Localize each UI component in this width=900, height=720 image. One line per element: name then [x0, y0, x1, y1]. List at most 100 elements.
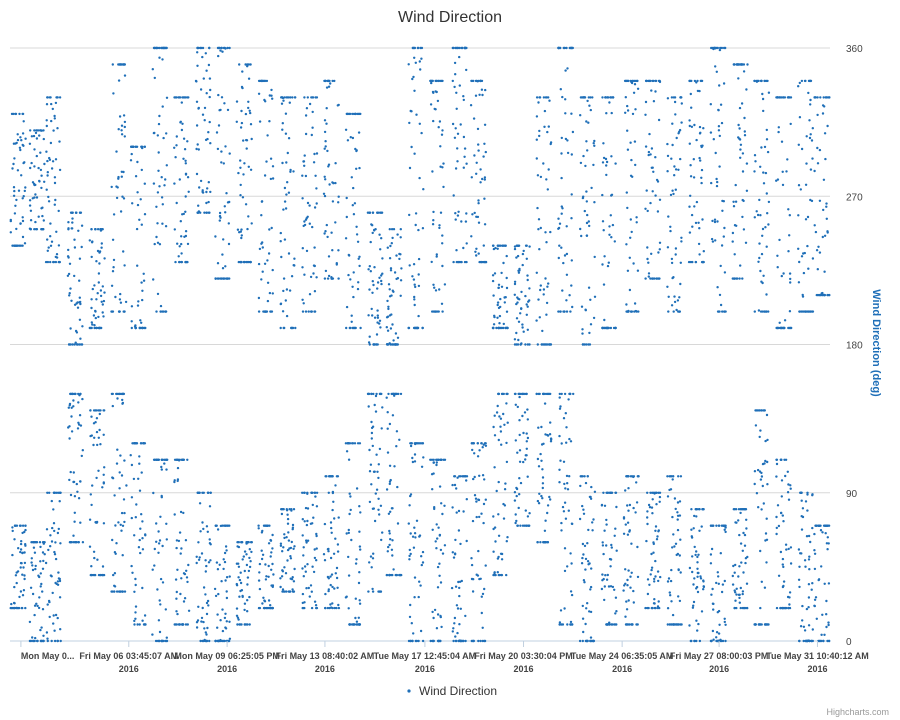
data-point[interactable] [562, 261, 565, 265]
data-point[interactable] [410, 110, 413, 113]
data-point[interactable] [455, 511, 458, 514]
data-point[interactable] [741, 590, 745, 593]
data-point[interactable] [804, 500, 808, 503]
data-point[interactable] [12, 186, 16, 189]
data-point[interactable] [569, 440, 573, 443]
data-point[interactable] [717, 310, 720, 313]
data-point[interactable] [358, 571, 361, 574]
data-point[interactable] [315, 547, 318, 550]
data-point[interactable] [45, 103, 49, 106]
data-point[interactable] [666, 285, 669, 288]
data-point[interactable] [250, 137, 253, 141]
data-point[interactable] [455, 107, 458, 111]
data-point[interactable] [120, 133, 124, 136]
data-point[interactable] [301, 567, 304, 570]
data-point[interactable] [803, 559, 807, 562]
data-point[interactable] [53, 114, 56, 118]
data-point[interactable] [173, 182, 176, 185]
data-point[interactable] [279, 302, 283, 305]
data-point[interactable] [408, 615, 412, 619]
data-point[interactable] [78, 414, 82, 417]
data-point[interactable] [260, 278, 263, 281]
data-point[interactable] [455, 639, 458, 643]
data-point[interactable] [97, 281, 101, 284]
data-point[interactable] [525, 454, 528, 457]
data-point[interactable] [690, 528, 693, 531]
data-point[interactable] [412, 632, 415, 635]
data-point[interactable] [528, 287, 531, 290]
data-point[interactable] [647, 153, 650, 157]
data-point[interactable] [214, 524, 218, 527]
data-point[interactable] [671, 478, 674, 481]
data-point[interactable] [650, 566, 654, 569]
data-point[interactable] [544, 433, 547, 436]
data-point[interactable] [693, 639, 697, 643]
data-point[interactable] [610, 623, 613, 626]
data-point[interactable] [629, 218, 632, 221]
data-point[interactable] [52, 622, 55, 625]
data-point[interactable] [29, 209, 33, 212]
data-point[interactable] [712, 608, 715, 611]
data-point[interactable] [113, 590, 116, 593]
data-point[interactable] [433, 507, 436, 511]
data-point[interactable] [46, 174, 49, 177]
data-point[interactable] [787, 96, 791, 99]
data-point[interactable] [723, 271, 727, 274]
data-point[interactable] [460, 260, 463, 264]
data-point[interactable] [813, 532, 816, 536]
data-point[interactable] [165, 538, 168, 541]
data-point[interactable] [216, 568, 220, 571]
data-point[interactable] [97, 315, 100, 319]
data-point[interactable] [493, 414, 496, 417]
data-point[interactable] [110, 185, 113, 189]
data-point[interactable] [389, 327, 393, 330]
data-point[interactable] [654, 90, 657, 93]
data-point[interactable] [458, 55, 461, 59]
data-point[interactable] [416, 46, 420, 50]
data-point[interactable] [248, 595, 251, 599]
data-point[interactable] [228, 620, 231, 623]
data-point[interactable] [311, 225, 314, 229]
data-point[interactable] [480, 88, 484, 91]
data-point[interactable] [820, 633, 823, 636]
data-point[interactable] [54, 557, 58, 561]
data-point[interactable] [76, 490, 79, 493]
data-point[interactable] [117, 590, 121, 593]
data-point[interactable] [655, 503, 658, 506]
data-point[interactable] [282, 508, 285, 511]
data-point[interactable] [381, 531, 384, 534]
data-point[interactable] [46, 603, 49, 606]
data-point[interactable] [389, 538, 392, 541]
data-point[interactable] [717, 125, 721, 128]
data-point[interactable] [412, 263, 416, 266]
data-point[interactable] [417, 314, 420, 318]
data-point[interactable] [797, 85, 800, 88]
data-point[interactable] [802, 271, 806, 275]
data-point[interactable] [454, 538, 457, 542]
data-point[interactable] [721, 310, 724, 313]
data-point[interactable] [185, 569, 188, 572]
data-point[interactable] [35, 196, 39, 199]
data-point[interactable] [327, 165, 330, 168]
data-point[interactable] [328, 606, 331, 610]
data-point[interactable] [372, 283, 375, 287]
data-point[interactable] [481, 177, 484, 181]
data-point[interactable] [49, 244, 53, 247]
data-point[interactable] [54, 101, 58, 105]
data-point[interactable] [134, 516, 137, 519]
data-point[interactable] [314, 174, 317, 177]
data-point[interactable] [216, 626, 219, 629]
data-point[interactable] [248, 556, 251, 560]
data-point[interactable] [650, 552, 653, 556]
data-point[interactable] [811, 582, 814, 585]
data-point[interactable] [456, 607, 460, 610]
data-point[interactable] [94, 409, 97, 412]
data-point[interactable] [434, 540, 437, 543]
data-point[interactable] [678, 554, 681, 557]
data-point[interactable] [699, 575, 702, 578]
data-point[interactable] [74, 541, 77, 544]
data-point[interactable] [58, 140, 61, 143]
data-point[interactable] [388, 464, 392, 467]
data-point[interactable] [560, 152, 563, 155]
data-point[interactable] [323, 130, 327, 134]
